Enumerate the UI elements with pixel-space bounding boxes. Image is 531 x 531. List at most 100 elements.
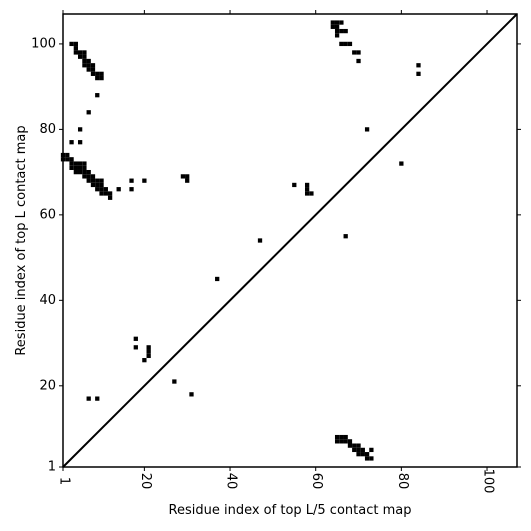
contact-cell-lower <box>347 439 353 444</box>
y-tick-label: 1 <box>48 460 56 475</box>
contact-cell-upper <box>352 50 357 55</box>
y-tick-label: 100 <box>31 36 56 51</box>
contact-cell-upper <box>73 161 78 166</box>
contact-cell-upper <box>73 46 78 51</box>
y-tick-label: 60 <box>39 207 56 222</box>
contact-cell-upper <box>77 140 83 145</box>
contact-cell-lower <box>369 447 374 453</box>
contact-cell-upper <box>129 187 134 192</box>
contact-cell-lower <box>339 439 344 444</box>
contact-cell-lower <box>334 439 340 444</box>
contact-cell-upper <box>82 54 87 59</box>
contact-cell-upper <box>77 50 83 55</box>
contact-cell-upper <box>257 238 263 243</box>
contact-cell-upper <box>65 152 70 158</box>
contact-cell-upper <box>116 187 121 192</box>
contact-cell-lower <box>356 443 361 448</box>
y-tick-label: 40 <box>39 293 56 308</box>
contact-cell-upper <box>343 234 348 239</box>
contact-cell-upper <box>82 50 87 55</box>
contact-cell-upper <box>95 93 100 98</box>
contact-cell-upper <box>339 41 344 47</box>
contact-cell-upper <box>304 187 310 192</box>
contact-cell-upper <box>82 63 87 68</box>
contact-cell-upper <box>86 396 91 401</box>
contact-cell-upper <box>86 63 91 68</box>
contact-cell-upper <box>82 169 87 175</box>
contact-cell-upper <box>172 379 177 384</box>
contact-cell-upper <box>90 71 96 76</box>
contact-cell-upper <box>133 336 138 341</box>
contact-cell-upper <box>86 174 91 179</box>
y-tick-label: 20 <box>39 378 56 393</box>
contact-cell-upper <box>73 169 78 175</box>
contact-cell-lower <box>360 452 365 457</box>
contact-cell-upper <box>82 58 87 64</box>
contact-cell-upper <box>334 28 340 34</box>
contact-cell-upper <box>73 50 78 55</box>
contact-cell-upper <box>133 345 138 350</box>
contact-cell-upper <box>189 392 194 397</box>
contact-cell-upper <box>99 182 104 188</box>
y-axis-label: Residue index of top L contact map <box>14 125 29 355</box>
contact-cell-upper <box>103 187 108 192</box>
contact-cell-upper <box>356 58 361 64</box>
x-tick-label: 1 <box>57 477 72 485</box>
contact-cell-upper <box>90 67 96 72</box>
contact-cell-upper <box>99 71 104 76</box>
contact-cell-upper <box>73 41 78 47</box>
contact-cell-upper <box>86 110 91 115</box>
contact-cell-upper <box>334 24 340 29</box>
contact-cell-upper <box>99 178 104 183</box>
contact-cell-upper <box>146 353 151 359</box>
contact-cell-upper <box>69 161 74 166</box>
contact-cell-lower <box>334 434 340 440</box>
x-tick-label: 20 <box>138 473 153 490</box>
x-tick-label: 80 <box>395 473 410 490</box>
contact-cell-upper <box>343 41 348 47</box>
contact-cell-upper <box>215 276 220 282</box>
contact-cell-upper <box>86 169 91 175</box>
contact-cell-upper <box>416 71 421 76</box>
contact-cell-upper <box>95 396 100 401</box>
x-tick-label: 40 <box>224 473 239 490</box>
contact-cell-upper <box>82 165 87 170</box>
contact-cell-upper <box>142 178 147 183</box>
contact-cell-lower <box>352 443 357 448</box>
contact-cell-upper <box>107 191 113 196</box>
contact-cell-upper <box>95 75 100 81</box>
contact-cell-upper <box>330 24 335 29</box>
contact-cell-upper <box>82 174 87 179</box>
contact-cell-upper <box>73 165 78 170</box>
contact-cell-upper <box>77 54 83 59</box>
contact-cell-upper <box>185 178 190 183</box>
contact-cells <box>60 20 421 461</box>
contact-cell-upper <box>129 178 134 183</box>
contact-cell-upper <box>292 182 297 188</box>
contact-cell-upper <box>416 63 421 68</box>
contact-cell-upper <box>77 127 83 132</box>
contact-cell-upper <box>304 191 310 196</box>
contact-cell-upper <box>95 178 100 183</box>
contact-cell-upper <box>77 165 83 170</box>
contact-cell-upper <box>90 174 96 179</box>
contact-cell-upper <box>86 67 91 72</box>
contact-cell-upper <box>99 75 104 81</box>
contact-cell-upper <box>309 191 314 196</box>
contact-cell-upper <box>180 174 186 179</box>
contact-cell-upper <box>99 191 104 196</box>
contact-cell-lower <box>343 434 348 440</box>
contact-cell-lower <box>339 434 344 440</box>
contact-cell-upper <box>364 127 370 132</box>
contact-cell-upper <box>185 174 190 179</box>
x-tick-label: 60 <box>309 473 324 490</box>
contact-cell-upper <box>347 41 353 47</box>
contact-cell-upper <box>103 191 108 196</box>
contact-cell-upper <box>86 58 91 64</box>
contact-cell-upper <box>77 169 83 175</box>
contact-cell-lower <box>352 447 357 453</box>
contact-cell-upper <box>107 195 113 200</box>
contact-cell-upper <box>90 178 96 183</box>
contact-cell-upper <box>69 157 74 162</box>
contact-cell-lower <box>360 447 365 453</box>
